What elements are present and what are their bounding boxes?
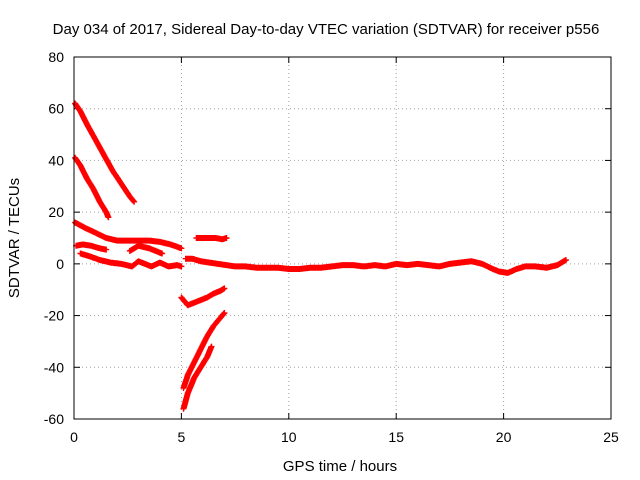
y-tick-label: 40: [48, 152, 64, 168]
tick-labels: 0 5 10 15 20 25 -60 -40 -20 0 20 40 60 80: [44, 49, 619, 445]
series-points: [126, 242, 166, 257]
series-arc-2: [72, 154, 112, 221]
y-axis-label: SDTVAR / TECUs: [6, 178, 23, 298]
series-arc-7: [182, 255, 569, 276]
grid-lines: [74, 57, 611, 419]
y-tick-label: 20: [48, 204, 64, 220]
series-arc-5: [77, 250, 185, 270]
series-points: [193, 235, 230, 243]
plot-frame: [73, 56, 612, 420]
series-points: [77, 250, 185, 270]
y-tick-label: -60: [44, 411, 64, 427]
series-points: [73, 241, 110, 253]
series-points: [72, 154, 112, 221]
y-tick-label: -40: [44, 359, 64, 375]
x-tick-label: 25: [603, 429, 619, 445]
series-arc-3: [72, 219, 185, 252]
x-tick-label: 10: [281, 429, 297, 445]
y-tick-label: -20: [44, 308, 64, 324]
series-points: [72, 100, 138, 205]
series-points: [72, 219, 185, 252]
x-tick-label: 0: [70, 429, 78, 445]
y-tick-label: 0: [56, 256, 64, 272]
data-points: [72, 100, 569, 412]
series-arc-1: [72, 100, 138, 205]
series-points: [180, 343, 215, 412]
series-arc-10: [180, 310, 228, 391]
axis-ticks: [73, 56, 612, 420]
x-tick-label: 20: [496, 429, 512, 445]
series-arc-4: [73, 241, 110, 253]
y-tick-label: 60: [48, 101, 64, 117]
chart-title: Day 034 of 2017, Sidereal Day-to-day VTE…: [53, 21, 600, 38]
x-axis-label: GPS time / hours: [283, 458, 397, 475]
series-arc-8: [193, 235, 230, 243]
series-points: [182, 255, 569, 276]
series-arc-11: [180, 343, 215, 412]
x-tick-label: 15: [388, 429, 404, 445]
series-points: [180, 310, 228, 391]
y-tick-label: 80: [48, 49, 64, 65]
series-points: [178, 285, 228, 309]
series-arc-9: [178, 285, 228, 309]
series-arc-6: [126, 242, 166, 257]
x-tick-label: 5: [178, 429, 186, 445]
